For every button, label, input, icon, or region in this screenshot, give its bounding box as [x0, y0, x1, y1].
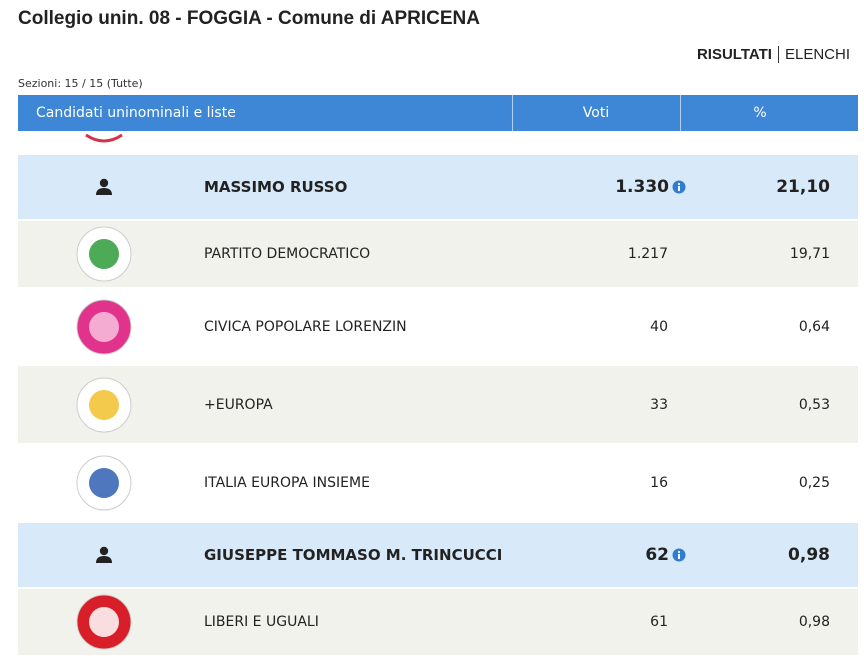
percent: 0,98 [788, 545, 830, 565]
tabs: RISULTATI ELENCHI [691, 46, 856, 63]
sections-info: Sezioni: 15 / 15 (Tutte) [18, 77, 143, 90]
list-row: ITALIA EUROPA INSIEME 16 0,25 [18, 444, 858, 521]
candidate-name: MASSIMO RUSSO [204, 178, 348, 196]
list-name: CIVICA POPOLARE LORENZIN [204, 318, 407, 335]
list-name: LIBERI E UGUALI [204, 614, 319, 630]
column-header: Voti [582, 105, 610, 121]
person-icon [18, 523, 190, 587]
list-row: +EUROPA 33 0,53 [18, 366, 858, 443]
candidate-row: GIUSEPPE TOMMASO M. TRINCUCCI 62 0,98 [18, 523, 858, 587]
list-logo [18, 589, 190, 655]
candidate-name: GIUSEPPE TOMMASO M. TRINCUCCI [204, 546, 503, 564]
votes: 1.330 [615, 177, 669, 197]
list-logo [18, 221, 190, 287]
percent: 0,25 [798, 474, 830, 491]
list-name: PARTITO DEMOCRATICO [204, 246, 371, 262]
tab[interactable]: RISULTATI [691, 46, 779, 63]
column-header: Candidati uninominali e liste [36, 105, 236, 121]
percent: 0,98 [798, 614, 830, 630]
list-row: PARTITO DEMOCRATICO 1.217 19,71 [18, 221, 858, 287]
page-title: Collegio unin. 08 - FOGGIA - Comune di A… [18, 8, 480, 29]
info-icon[interactable] [672, 548, 686, 562]
candidate-row: MASSIMO RUSSO 1.330 21,10 [18, 155, 858, 219]
list-name: ITALIA EUROPA INSIEME [204, 474, 370, 491]
votes: 40 [650, 318, 668, 335]
percent: 21,10 [776, 177, 830, 197]
column-header: % [753, 105, 767, 121]
votes: 1.217 [627, 246, 668, 262]
divider [512, 95, 513, 131]
percent: 19,71 [789, 246, 830, 262]
votes-cell: 62 [512, 523, 686, 587]
list-name: +EUROPA [204, 396, 273, 413]
list-row: CIVICA POPOLARE LORENZIN 40 0,64 [18, 288, 858, 365]
list-logo [18, 288, 190, 365]
votes: 33 [650, 396, 668, 413]
partial-logo [85, 133, 123, 143]
votes: 61 [650, 614, 668, 630]
info-icon[interactable] [672, 180, 686, 194]
list-row: LIBERI E UGUALI 61 0,98 [18, 589, 858, 655]
table-header: Candidati uninominali e liste Voti % [18, 95, 858, 131]
votes-cell: 1.330 [512, 155, 686, 219]
person-icon [18, 155, 190, 219]
list-logo [18, 366, 190, 443]
list-logo [18, 444, 190, 521]
percent: 0,53 [798, 396, 830, 413]
percent: 0,64 [798, 318, 830, 335]
votes: 16 [650, 474, 668, 491]
divider [680, 95, 681, 131]
votes: 62 [645, 545, 669, 565]
tab[interactable]: ELENCHI [784, 46, 850, 63]
